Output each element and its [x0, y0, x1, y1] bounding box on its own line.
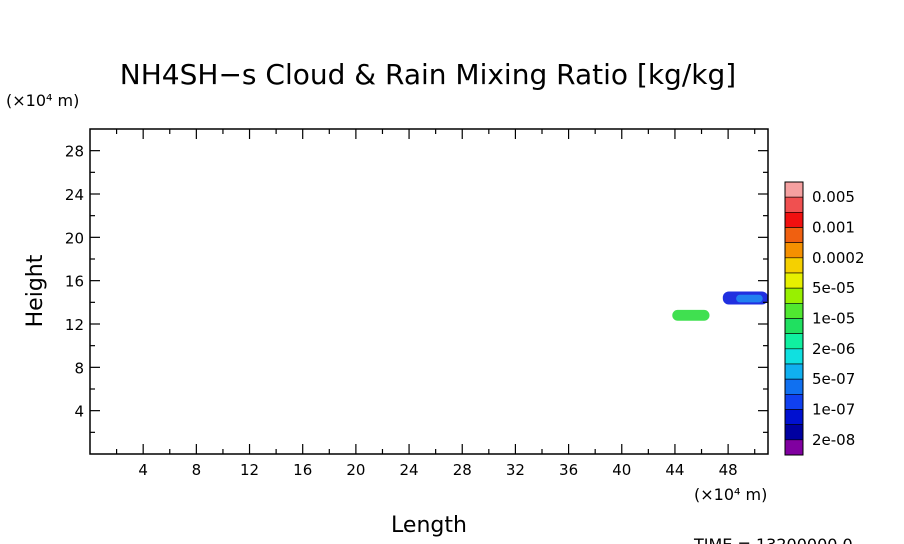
colorbar-swatch — [784, 409, 804, 425]
colorbar-swatch — [784, 212, 804, 228]
y-tick-label: 24 — [65, 186, 84, 204]
x-tick-label: 20 — [346, 461, 365, 479]
x-tick-label: 48 — [719, 461, 738, 479]
x-tick-label: 44 — [665, 461, 684, 479]
x-tick-label: 12 — [240, 461, 259, 479]
data-region-1 — [672, 309, 710, 321]
plot-frame — [89, 128, 769, 455]
x-tick-label: 24 — [400, 461, 419, 479]
chart-title: NH4SH−s Cloud & Rain Mixing Ratio [kg/kg… — [120, 58, 736, 91]
x-tick-label: 16 — [293, 461, 312, 479]
y-tick-label: 12 — [65, 316, 84, 334]
x-tick-label: 28 — [453, 461, 472, 479]
colorbar-swatch — [784, 303, 804, 319]
colorbar-swatch — [784, 227, 804, 243]
colorbar-label: 2e-06 — [812, 340, 855, 358]
x-tick-label: 8 — [192, 461, 202, 479]
y-unit-label: (×10⁴ m) — [6, 91, 79, 110]
y-tick-label: 28 — [65, 143, 84, 161]
colorbar-swatch — [784, 196, 804, 213]
colorbar-label: 2e-08 — [812, 431, 855, 449]
time-label: TIME = 13200000.0 — [693, 535, 853, 544]
colorbar-swatch — [784, 181, 804, 198]
colorbar-swatch — [784, 378, 804, 395]
y-axis-label: Height — [23, 254, 48, 327]
colorbar-swatch — [784, 318, 804, 334]
y-tick-label: 8 — [74, 359, 84, 377]
colorbar-swatch — [784, 257, 804, 274]
colorbar-swatch — [784, 287, 804, 304]
x-tick-label: 40 — [612, 461, 631, 479]
colorbar-swatch — [784, 348, 804, 365]
colorbar-swatch — [784, 424, 804, 441]
colorbar-swatch — [784, 272, 804, 289]
y-tick-label: 16 — [65, 273, 84, 291]
x-tick-label: 32 — [506, 461, 525, 479]
colorbar-swatch — [784, 363, 804, 380]
colorbar-label: 5e-07 — [812, 370, 855, 388]
colorbar-swatch — [784, 439, 804, 456]
data-region-3 — [736, 294, 763, 303]
colorbar-swatch — [784, 333, 804, 350]
colorbar-label: 1e-05 — [812, 310, 855, 328]
colorbar-label: 1e-07 — [812, 401, 855, 419]
x-unit-label: (×10⁴ m) — [694, 485, 767, 504]
colorbar-label: 0.001 — [812, 219, 855, 237]
x-axis-label: Length — [391, 513, 467, 538]
x-tick-label: 4 — [138, 461, 148, 479]
colorbar-swatch — [784, 394, 804, 410]
colorbar-label: 5e-05 — [812, 279, 855, 297]
colorbar-label: 0.005 — [812, 188, 855, 206]
y-tick-label: 20 — [65, 229, 84, 247]
colorbar: 0.005 0.001 0.0002 5e-05 1e-05 2e-06 5e-07 1e-0… — [784, 181, 865, 456]
colorbar-frame — [784, 181, 804, 456]
y-tick-label: 4 — [74, 403, 84, 421]
colorbar-swatch — [784, 242, 804, 259]
x-tick-label: 36 — [559, 461, 578, 479]
colorbar-label: 0.0002 — [812, 249, 865, 267]
